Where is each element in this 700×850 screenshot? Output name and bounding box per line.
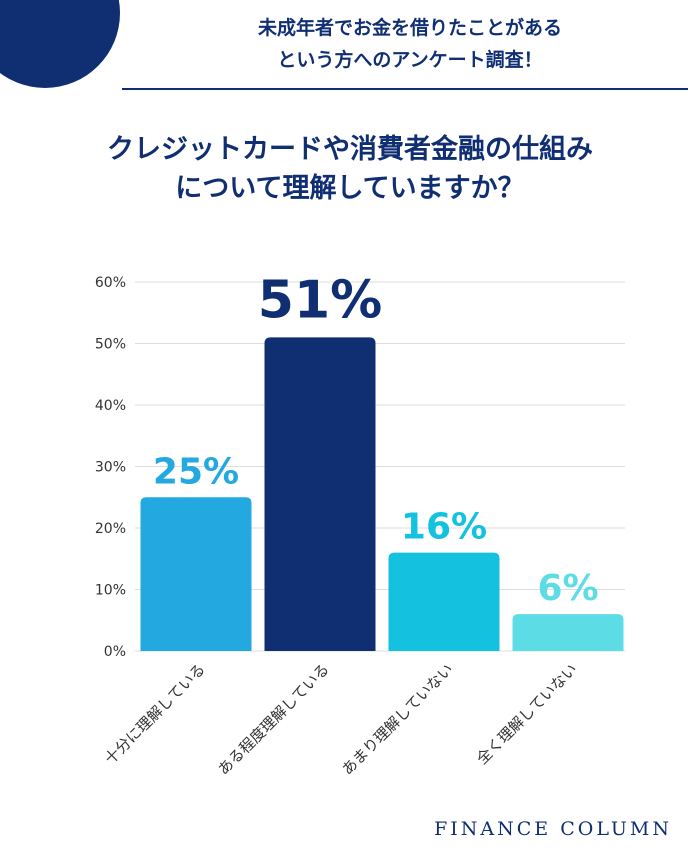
y-tick-label: 60% <box>95 275 126 291</box>
y-tick-label: 10% <box>95 583 126 599</box>
question-title-line2: について理解していますか？ <box>175 173 525 204</box>
question-title-line1: クレジットカードや消費者金融の仕組み <box>107 134 593 165</box>
y-tick-label: 50% <box>95 337 126 353</box>
question-number: Q4 <box>0 0 54 2</box>
header-divider <box>122 88 688 90</box>
y-tick-label: 40% <box>95 398 126 414</box>
x-category-label: ある程度理解している <box>214 660 332 778</box>
bar-value-label: 25% <box>153 451 239 492</box>
bar-value-label: 51% <box>258 270 382 330</box>
brand-logo-text: FINANCE COLUMN <box>434 818 672 840</box>
bar <box>264 337 376 651</box>
bar-value-label: 16% <box>401 507 487 548</box>
x-category-label: 十分に理解している <box>101 660 209 768</box>
y-tick-label: 0% <box>104 644 126 660</box>
y-tick-label: 20% <box>95 521 126 537</box>
x-category-label: あまり理解していない <box>338 660 456 778</box>
bar-value-label: 6% <box>537 568 598 609</box>
y-tick-label: 30% <box>95 460 126 476</box>
bar <box>388 552 500 651</box>
survey-subtitle-line2: という方へのアンケート調査！ <box>277 49 543 71</box>
x-category-label: 全く理解していない <box>473 660 581 768</box>
bar <box>140 497 252 651</box>
bar <box>512 614 624 651</box>
survey-subtitle-line1: 未成年者でお金を借りたことがある <box>257 17 562 39</box>
